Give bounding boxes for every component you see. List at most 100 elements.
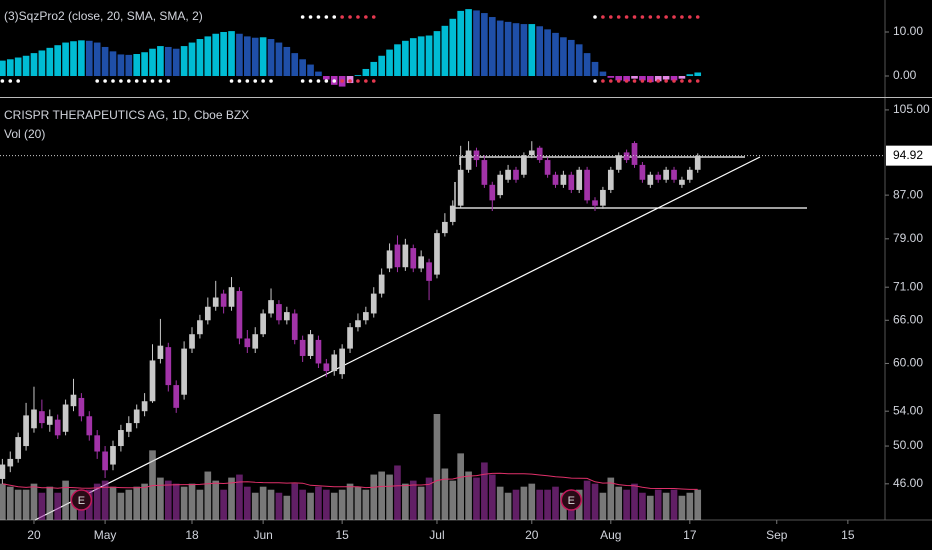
volume-bar xyxy=(512,489,520,520)
volume-bar xyxy=(291,483,299,520)
candle-body xyxy=(339,348,345,375)
volume-bar xyxy=(220,489,227,520)
momentum-bar xyxy=(220,31,227,77)
earnings-marker xyxy=(560,489,583,511)
squeeze-dot xyxy=(364,79,368,83)
momentum-bar xyxy=(204,36,212,77)
candle-body xyxy=(434,233,440,275)
squeeze-dot xyxy=(332,15,337,19)
momentum-bar xyxy=(599,71,607,77)
volume-bar xyxy=(378,471,385,520)
momentum-bar xyxy=(394,44,401,77)
volume-bar xyxy=(639,492,646,520)
momentum-bar xyxy=(78,40,85,77)
squeeze-dot xyxy=(593,15,597,19)
momentum-bar xyxy=(101,46,109,77)
momentum-bar xyxy=(662,76,670,80)
squeeze-dot xyxy=(656,15,661,19)
squeeze-dot xyxy=(253,79,258,83)
candle-body xyxy=(204,306,211,321)
candle-body xyxy=(481,160,488,185)
squeeze-dot xyxy=(300,15,305,19)
volume-bar xyxy=(172,483,180,520)
candle-body xyxy=(268,300,274,314)
candle-body xyxy=(568,174,575,190)
candle-body xyxy=(39,411,45,424)
candle-body xyxy=(639,164,646,180)
squeeze-dot xyxy=(166,79,171,83)
candle-body xyxy=(544,160,551,175)
momentum-bar xyxy=(583,53,591,77)
volume-bar xyxy=(101,480,109,520)
squeeze-dot xyxy=(316,79,321,83)
volume-bar xyxy=(54,492,62,520)
y-tick-label: 60.00 xyxy=(893,356,923,370)
volume-bar xyxy=(196,489,204,520)
momentum-bar xyxy=(512,23,520,77)
candle-body xyxy=(528,150,535,156)
momentum-bar xyxy=(6,59,14,77)
x-tick-label: Jul xyxy=(429,528,444,542)
momentum-bar xyxy=(315,71,322,77)
momentum-bar xyxy=(544,29,551,77)
candle-body xyxy=(7,458,14,467)
volume-bar xyxy=(496,486,504,520)
candle-body xyxy=(125,423,132,432)
squeeze-dot xyxy=(340,79,344,83)
squeeze-dot xyxy=(664,15,668,19)
momentum-bar xyxy=(275,42,283,77)
volume-bar xyxy=(402,483,409,520)
volume-bar xyxy=(22,489,30,520)
volume-bar xyxy=(599,492,607,520)
momentum-bar xyxy=(378,55,385,77)
candle-body xyxy=(276,304,282,321)
momentum-bar xyxy=(85,40,93,77)
volume-bar xyxy=(528,483,536,520)
momentum-bar xyxy=(299,59,306,77)
momentum-bar xyxy=(488,17,496,77)
momentum-bar xyxy=(251,37,259,77)
volume-bar xyxy=(346,483,354,520)
volume-bar xyxy=(125,489,133,520)
volume-bar xyxy=(236,474,243,520)
momentum-bar xyxy=(38,50,46,77)
momentum-bar xyxy=(646,76,654,83)
candle-body xyxy=(386,250,393,269)
candle-body xyxy=(15,437,22,459)
squeeze-dot xyxy=(324,79,329,83)
momentum-bar xyxy=(180,46,188,77)
momentum-bar xyxy=(449,18,457,77)
x-tick-label: Aug xyxy=(600,528,621,542)
volume-ma xyxy=(2,472,698,490)
volume-bar xyxy=(544,489,551,520)
earnings-label: E xyxy=(78,495,85,507)
volume-bar xyxy=(583,480,591,520)
squeeze-dot xyxy=(695,79,700,83)
momentum-bar xyxy=(362,68,370,77)
candle-body xyxy=(181,348,187,395)
momentum-bar xyxy=(560,37,567,77)
candle-body xyxy=(536,147,543,161)
volume-bar xyxy=(631,483,638,520)
squeeze-dot xyxy=(134,79,139,83)
volume-bar xyxy=(354,486,362,520)
volume-bar xyxy=(338,489,346,520)
candle-body xyxy=(355,320,361,328)
squeeze-dot xyxy=(111,79,115,83)
y-tick-label: 105.00 xyxy=(893,102,930,116)
x-tick-label: May xyxy=(94,528,117,542)
squeeze-dot xyxy=(308,15,313,19)
candle-body xyxy=(173,385,180,408)
volume-bar xyxy=(678,495,686,520)
squeeze-dot xyxy=(371,15,376,19)
momentum-bar xyxy=(528,24,536,77)
x-tick-label: 15 xyxy=(841,528,855,542)
candle-body xyxy=(110,446,116,465)
momentum-bar xyxy=(504,21,512,77)
volume-bar xyxy=(552,486,559,520)
candle-body xyxy=(189,334,195,349)
momentum-bar xyxy=(22,55,30,77)
momentum-bar xyxy=(267,39,275,77)
candle-body xyxy=(118,430,124,447)
volume-bar xyxy=(188,483,196,520)
